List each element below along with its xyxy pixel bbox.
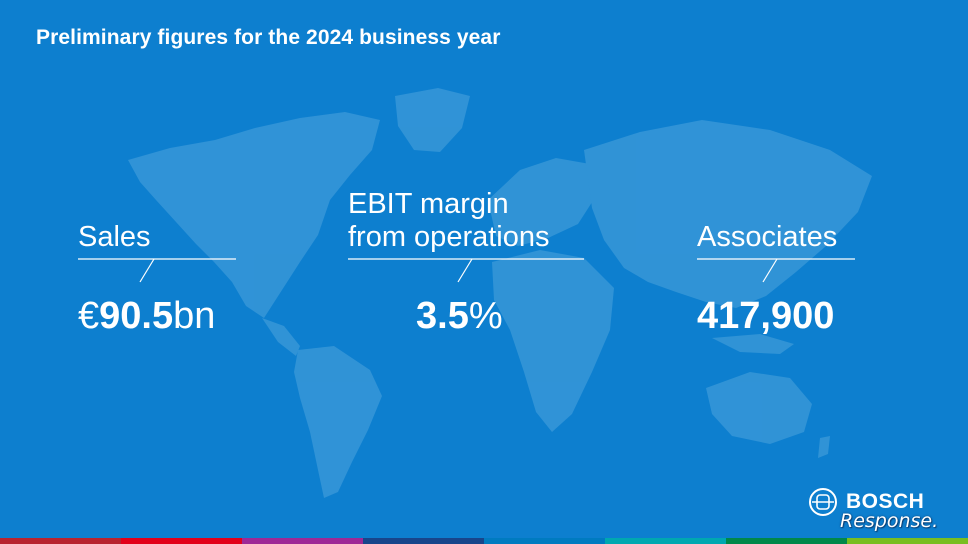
kpi-value-associates: 417,900 — [697, 294, 834, 338]
kpi-value-sales-main: 90.5 — [99, 295, 174, 337]
australia-shape — [706, 372, 812, 444]
response-watermark: Response. — [840, 510, 939, 532]
bosch-logo: BOSCH — [808, 487, 924, 517]
kpi-value-associates-main: 417,900 — [697, 295, 835, 337]
strip-segment — [0, 538, 121, 544]
greenland-shape — [395, 88, 470, 152]
kpi-value-ebit-margin: 3.5% — [416, 294, 503, 338]
kpi-label-associates: Associates — [697, 221, 838, 253]
kpi-ebit-margin: EBIT margin from operations 3.5% — [348, 0, 588, 544]
kpi-label-ebit-margin: EBIT margin from operations — [348, 188, 550, 253]
europe-shape — [488, 158, 596, 246]
strip-segment — [484, 538, 605, 544]
kpi-value-ebit-main: 3.5 — [416, 295, 469, 337]
south-america-shape — [294, 346, 382, 498]
slide-title: Preliminary figures for the 2024 busines… — [36, 26, 501, 49]
africa-shape — [492, 250, 614, 432]
kpi-value-sales-suffix: bn — [173, 295, 216, 337]
central-america-shape — [262, 318, 300, 356]
kpi-associates: Associates 417,900 — [697, 0, 857, 544]
strip-segment — [726, 538, 847, 544]
bosch-logo-text: BOSCH — [846, 490, 925, 513]
indonesia-shape — [712, 334, 794, 354]
strip-segment — [847, 538, 968, 544]
north-america-shape — [128, 112, 380, 318]
kpi-value-sales: €90.5bn — [78, 294, 215, 338]
strip-segment — [242, 538, 363, 544]
callout-line — [697, 258, 855, 283]
kpi-sales: Sales €90.5bn — [78, 0, 238, 544]
strip-segment — [121, 538, 242, 544]
callout-line — [348, 258, 584, 283]
kpi-value-ebit-suffix: % — [468, 295, 503, 337]
bottom-color-strip — [0, 538, 968, 544]
bosch-armature-icon — [809, 488, 837, 516]
callout-line — [78, 258, 236, 283]
asia-shape — [584, 120, 872, 308]
strip-segment — [605, 538, 726, 544]
kpi-label-sales: Sales — [78, 221, 151, 253]
kpi-value-sales-prefix: € — [78, 295, 100, 337]
new-zealand-shape — [818, 436, 830, 458]
strip-segment — [363, 538, 484, 544]
